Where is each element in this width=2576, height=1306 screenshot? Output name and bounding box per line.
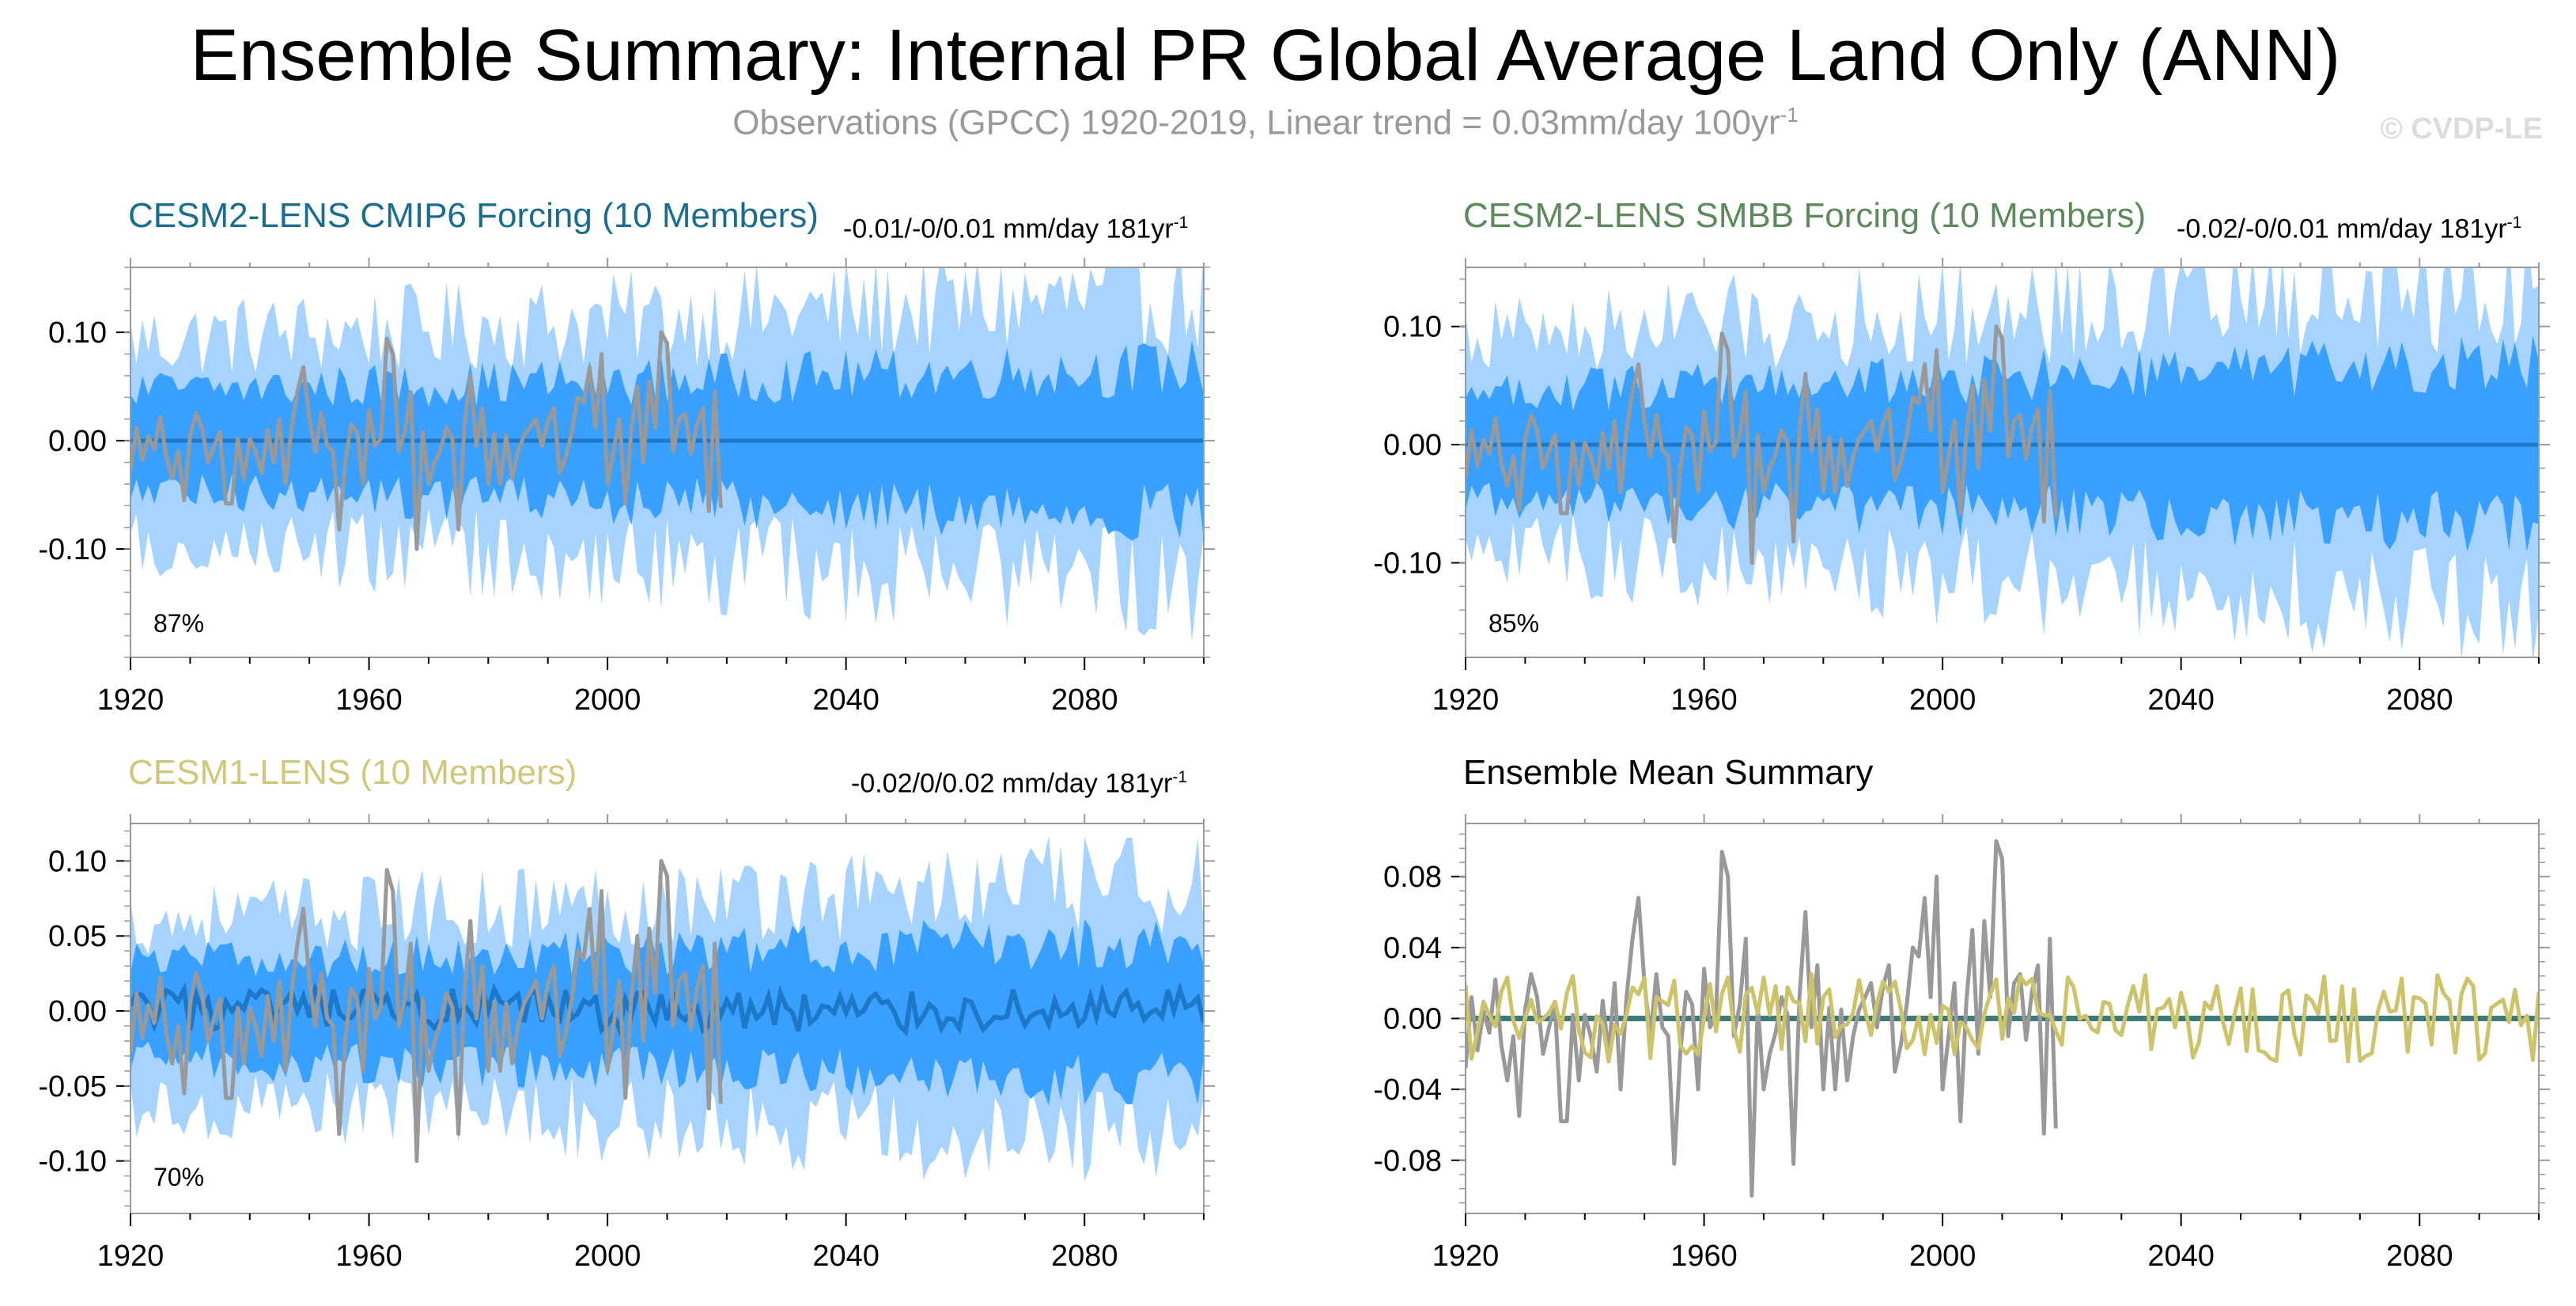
x-tick-label: 1920 — [97, 683, 165, 717]
cesm1-mean-line — [1466, 972, 2539, 1064]
panel-trend-cesm2-smbb: -0.02/-0/0.01 mm/day 181yr-1 — [2177, 207, 2521, 244]
subtitle-text: Observations (GPCC) 1920-2019, Linear tr… — [732, 103, 1780, 142]
trend-text: -0.02/-0/0.01 mm/day 181yr — [2177, 214, 2507, 244]
x-tick-label: 1960 — [1670, 1240, 1738, 1273]
x-tick-label: 2040 — [812, 1240, 879, 1273]
panel-trend-cesm1: -0.02/0/0.02 mm/day 181yr-1 — [851, 762, 1187, 799]
percent-label-cesm1: 70% — [153, 1163, 205, 1191]
x-tick-label: 2040 — [2147, 1240, 2215, 1273]
x-tick-label: 2080 — [2386, 1240, 2453, 1273]
x-tick-label: 2000 — [574, 1240, 641, 1273]
trend-text: -0.02/0/0.02 mm/day 181yr — [851, 768, 1173, 799]
x-tick-label: 2000 — [1909, 1240, 1976, 1273]
trend-exponent: -1 — [1173, 214, 1189, 232]
x-tick-label: 1960 — [335, 1240, 403, 1273]
y-tick-label: 0.05 — [48, 920, 107, 953]
x-tick-label: 1920 — [1432, 1240, 1500, 1273]
ensemble-mean-line — [131, 981, 1204, 1038]
y-tick-label: 0.10 — [48, 845, 107, 878]
percent-label-cesm2-cmip6: 87% — [153, 609, 205, 638]
x-tick-label: 2080 — [2386, 683, 2453, 717]
figure-title: Ensemble Summary: Internal PR Global Ave… — [190, 15, 2341, 96]
x-tick-label: 1920 — [1432, 683, 1500, 717]
x-tick-label: 2080 — [1051, 1240, 1118, 1273]
trend-text: -0.01/-0/0.01 mm/day 181yr — [843, 214, 1174, 244]
chart-panel-cesm2-cmip6: 1920 1960 2000 2040 2080 0.10 0.00 -0.10 — [38, 258, 1215, 717]
trend-exponent: -1 — [1172, 768, 1188, 786]
chart-panel-cesm1: 1920 1960 2000 2040 2080 0.10 0.05 0.00 -0.05 -0.… — [38, 814, 1215, 1273]
plot-area — [131, 835, 1204, 1182]
y-tick-label: -0.05 — [38, 1070, 107, 1103]
x-tick-label: 2040 — [2147, 683, 2215, 717]
x-tick-label: 1960 — [335, 683, 403, 717]
plot-area — [1466, 267, 2539, 657]
panel-title-ens-mean: Ensemble Mean Summary — [1463, 753, 1874, 792]
subtitle-exponent: -1 — [1780, 103, 1799, 127]
plot-area — [1466, 838, 2539, 1198]
observations-line — [131, 330, 723, 551]
watermark: © CVDP-LE — [2380, 112, 2543, 146]
x-tick-label: 1920 — [97, 1240, 165, 1273]
chart-panel-ens-mean: 1920 1960 2000 2040 2080 0.08 0.04 0.00 -0.04 -0.… — [1373, 814, 2550, 1273]
panel-title-cesm1: CESM1-LENS (10 Members) — [128, 753, 577, 792]
y-tick-label: 0.00 — [48, 425, 107, 458]
y-tick-label: 0.00 — [1383, 1003, 1442, 1036]
y-tick-label: -0.10 — [38, 1145, 107, 1179]
x-tick-label: 1960 — [1670, 683, 1738, 717]
x-tick-label: 2000 — [574, 683, 641, 717]
observations-line — [1466, 838, 2058, 1198]
plot-area — [131, 267, 1204, 642]
chart-panel-cesm2-smbb: 1920 1960 2000 2040 2080 0.10 0.00 -0.10 — [1373, 258, 2550, 717]
y-tick-label: 0.08 — [1383, 861, 1442, 894]
y-tick-label: 0.10 — [1383, 311, 1442, 344]
x-tick-label: 2080 — [1051, 683, 1118, 717]
figure-subtitle: Observations (GPCC) 1920-2019, Linear tr… — [0, 103, 2531, 143]
panel-trend-cesm2-cmip6: -0.01/-0/0.01 mm/day 181yr-1 — [843, 207, 1188, 244]
observations-line — [1466, 324, 2058, 565]
panel-title-cesm2-cmip6: CESM2-LENS CMIP6 Forcing (10 Members) — [128, 196, 819, 235]
y-tick-label: -0.10 — [1373, 547, 1442, 580]
y-tick-label: 0.04 — [1383, 932, 1442, 965]
y-tick-label: 0.10 — [48, 316, 107, 350]
y-tick-label: -0.04 — [1373, 1073, 1442, 1107]
y-tick-label: -0.10 — [38, 533, 107, 566]
observations-line — [131, 858, 723, 1164]
x-tick-label: 2040 — [812, 683, 879, 717]
y-tick-label: -0.08 — [1373, 1145, 1442, 1178]
y-tick-label: 0.00 — [1383, 429, 1442, 462]
panel-title-cesm2-smbb: CESM2-LENS SMBB Forcing (10 Members) — [1463, 196, 2147, 235]
percent-label-cesm2-smbb: 85% — [1488, 609, 1540, 638]
x-tick-label: 2000 — [1909, 683, 1976, 717]
trend-exponent: -1 — [2506, 214, 2522, 232]
y-tick-label: 0.00 — [48, 995, 107, 1028]
